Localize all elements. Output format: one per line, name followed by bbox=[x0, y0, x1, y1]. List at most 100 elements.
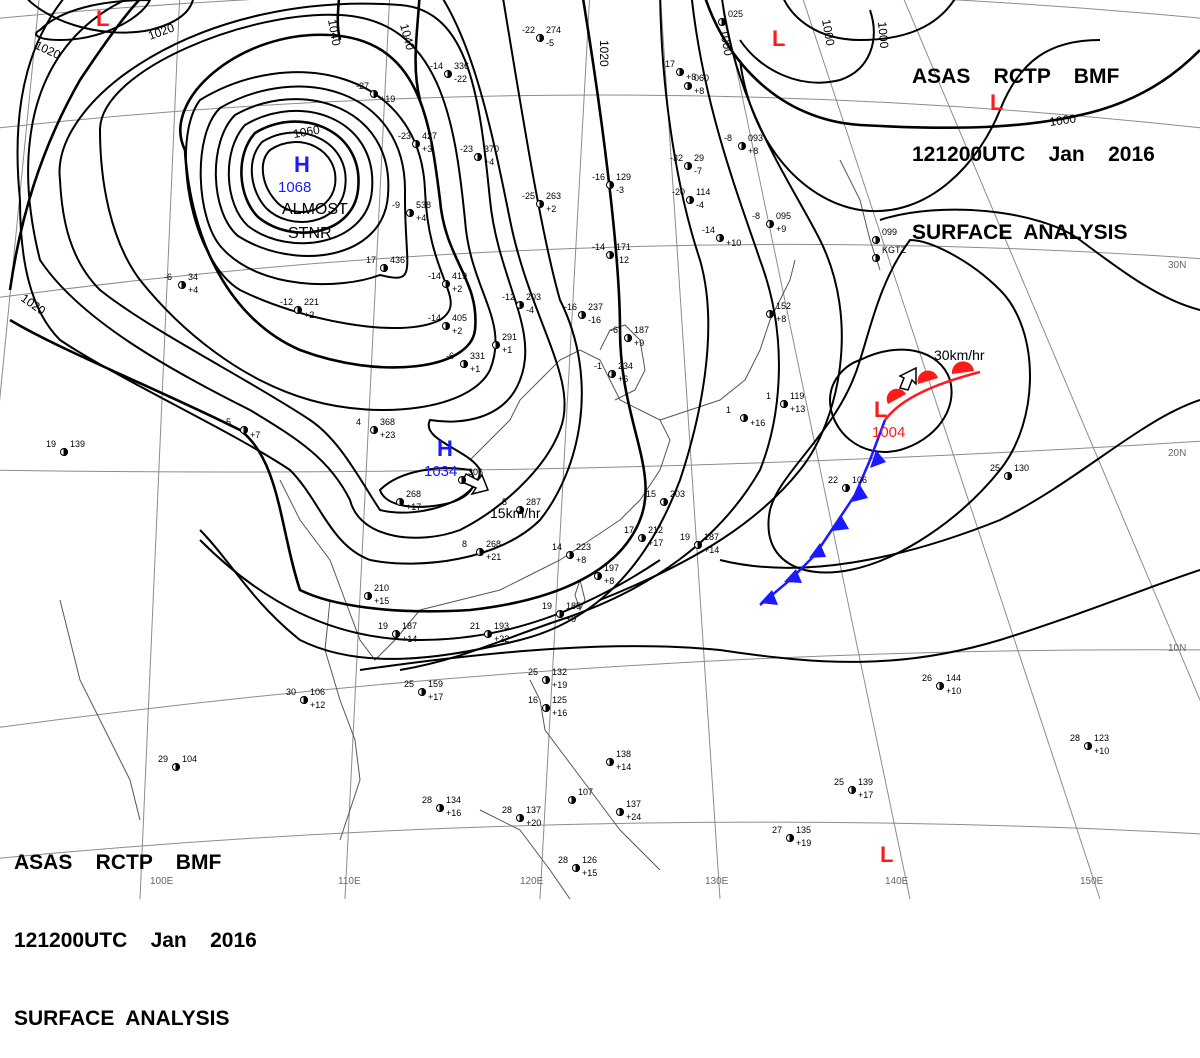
isobars bbox=[8, 0, 1200, 671]
weather-map: -14 336-22-22 274-5-27+19-23 427+3 -23 370+4-… bbox=[0, 0, 1200, 899]
station-temperature: -17 bbox=[662, 59, 675, 69]
station-cloud-cover-icon bbox=[611, 369, 616, 379]
station-cloud-cover-icon bbox=[575, 863, 580, 873]
station-temperature: -12 bbox=[280, 297, 293, 307]
station-pressure: 193 bbox=[494, 621, 509, 631]
low-4-symbol: L bbox=[990, 90, 1003, 115]
station-cloud-cover-icon bbox=[609, 180, 614, 190]
station-cloud-cover-icon bbox=[769, 309, 774, 319]
station-cloud-cover-icon bbox=[479, 547, 484, 557]
station-pressure: 331 bbox=[470, 351, 485, 361]
station-tendency: +17 bbox=[648, 538, 663, 548]
low-2-symbol: L bbox=[96, 6, 109, 31]
station-temperature: -12 bbox=[502, 292, 515, 302]
warm-front-semicircle-2 bbox=[917, 370, 938, 384]
isobar-label-1060: 1060 bbox=[292, 122, 321, 140]
isobar-1040-north-b bbox=[336, 0, 342, 41]
station-cloud-cover-icon bbox=[439, 803, 444, 813]
station-pressure: 223 bbox=[576, 542, 591, 552]
station-pressure: 025 bbox=[728, 9, 743, 19]
station-cloud-cover-icon bbox=[447, 69, 452, 79]
station-pressure: 125 bbox=[552, 695, 567, 705]
station-tendency: +4 bbox=[484, 157, 494, 167]
station-cloud-cover-icon bbox=[461, 475, 466, 485]
station-pressure: 197 bbox=[604, 563, 619, 573]
station-temperature: -25 bbox=[522, 191, 535, 201]
station-cloud-cover-icon bbox=[609, 250, 614, 260]
high-1-note-stnr: STNR bbox=[288, 225, 332, 242]
station-temperature: -9 bbox=[392, 200, 400, 210]
station-temperature: -32 bbox=[670, 153, 683, 163]
station-cloud-cover-icon bbox=[421, 687, 426, 697]
longitude-line-150e bbox=[802, 0, 1101, 899]
station-temperature: -16 bbox=[564, 302, 577, 312]
station-temperature: 27 bbox=[772, 825, 782, 835]
station-pressure: 237 bbox=[588, 302, 603, 312]
station-pressure: 221 bbox=[304, 297, 319, 307]
station-tendency: +14 bbox=[402, 634, 417, 644]
station-tendency: -7 bbox=[694, 166, 702, 176]
isobar-label-1040-b: 1040 bbox=[397, 22, 418, 52]
station-pressure: 419 bbox=[452, 271, 467, 281]
station-pressure: 287 bbox=[526, 497, 541, 507]
station-cloud-cover-icon bbox=[495, 340, 500, 350]
cold-front-triangle-4 bbox=[809, 543, 826, 558]
station-cloud-cover-icon bbox=[845, 483, 850, 493]
station-tendency: +12 bbox=[310, 700, 325, 710]
station-tendency: +2 bbox=[452, 326, 462, 336]
station-tendency: +19 bbox=[380, 94, 395, 104]
isobar-label-1000-d: 1000 bbox=[1048, 111, 1077, 129]
station-tendency: +8 bbox=[576, 555, 586, 565]
isobar-1020-north bbox=[8, 0, 647, 613]
station-cloud-cover-icon bbox=[409, 208, 414, 218]
station-temperature: 19 bbox=[542, 601, 552, 611]
station-temperature: 19 bbox=[46, 439, 56, 449]
header-product-line: ASAS RCTP BMF bbox=[912, 65, 1120, 88]
grid-label-100e: 100E bbox=[150, 876, 174, 887]
station-tendency: +10 bbox=[726, 238, 741, 248]
station-pressure: 203 bbox=[526, 292, 541, 302]
high-1-note-almost: ALMOST bbox=[282, 201, 348, 218]
station-tendency: +13 bbox=[790, 404, 805, 414]
grid-label-10n: 10N bbox=[1168, 643, 1186, 654]
isobar-1008 bbox=[879, 208, 1200, 311]
station-temperature: 8 bbox=[462, 539, 467, 549]
station-pressure: 123 bbox=[1094, 733, 1109, 743]
station-cloud-cover-icon bbox=[395, 629, 400, 639]
isobar-1012-ring bbox=[739, 39, 1101, 213]
station-temperature: 15 bbox=[646, 489, 656, 499]
isobar-1028 bbox=[27, 0, 566, 539]
isobar-1052 bbox=[214, 98, 390, 257]
station-tendency: +19 bbox=[552, 680, 567, 690]
station-cloud-cover-icon bbox=[689, 195, 694, 205]
low-1-symbol: L bbox=[874, 397, 887, 422]
station-cloud-cover-icon bbox=[175, 762, 180, 772]
longitude-line-140e bbox=[721, 0, 911, 899]
station-pressure: 171 bbox=[616, 242, 631, 252]
station-temperature: 1 bbox=[726, 405, 731, 415]
grid-label-120e: 120E bbox=[520, 876, 544, 887]
station-cloud-cover-icon bbox=[571, 795, 576, 805]
warm-front-semicircle-3 bbox=[951, 361, 974, 374]
station-cloud-cover-icon bbox=[663, 497, 668, 507]
station-pressure: 139 bbox=[70, 439, 85, 449]
station-temperature: 16 bbox=[528, 695, 538, 705]
station-temperature: 29 bbox=[158, 754, 168, 764]
header-title-line: SURFACE ANALYSIS bbox=[912, 221, 1128, 244]
station-cloud-cover-icon bbox=[545, 703, 550, 713]
station-cloud-cover-icon bbox=[367, 591, 372, 601]
station-pressure: KGTZ bbox=[882, 245, 907, 255]
station-pressure: 114 bbox=[696, 187, 710, 197]
station-temperature: 25 bbox=[528, 667, 538, 677]
station-pressure: 187 bbox=[634, 325, 649, 335]
station-pressure: 137 bbox=[626, 799, 641, 809]
station-temperature: -8 bbox=[724, 133, 732, 143]
station-tendency: -22 bbox=[454, 74, 467, 84]
isobar-1020-topleft bbox=[27, 0, 194, 34]
longitude-line-100e bbox=[139, 0, 181, 899]
station-temperature: -14 bbox=[428, 271, 441, 281]
station-cloud-cover-icon bbox=[783, 399, 788, 409]
station-pressure: 368 bbox=[380, 417, 395, 427]
map-header-bottom-left: ASAS RCTP BMF 121200UTC Jan 2016 SURFACE… bbox=[14, 798, 257, 1058]
station-tendency: +23 bbox=[380, 430, 395, 440]
